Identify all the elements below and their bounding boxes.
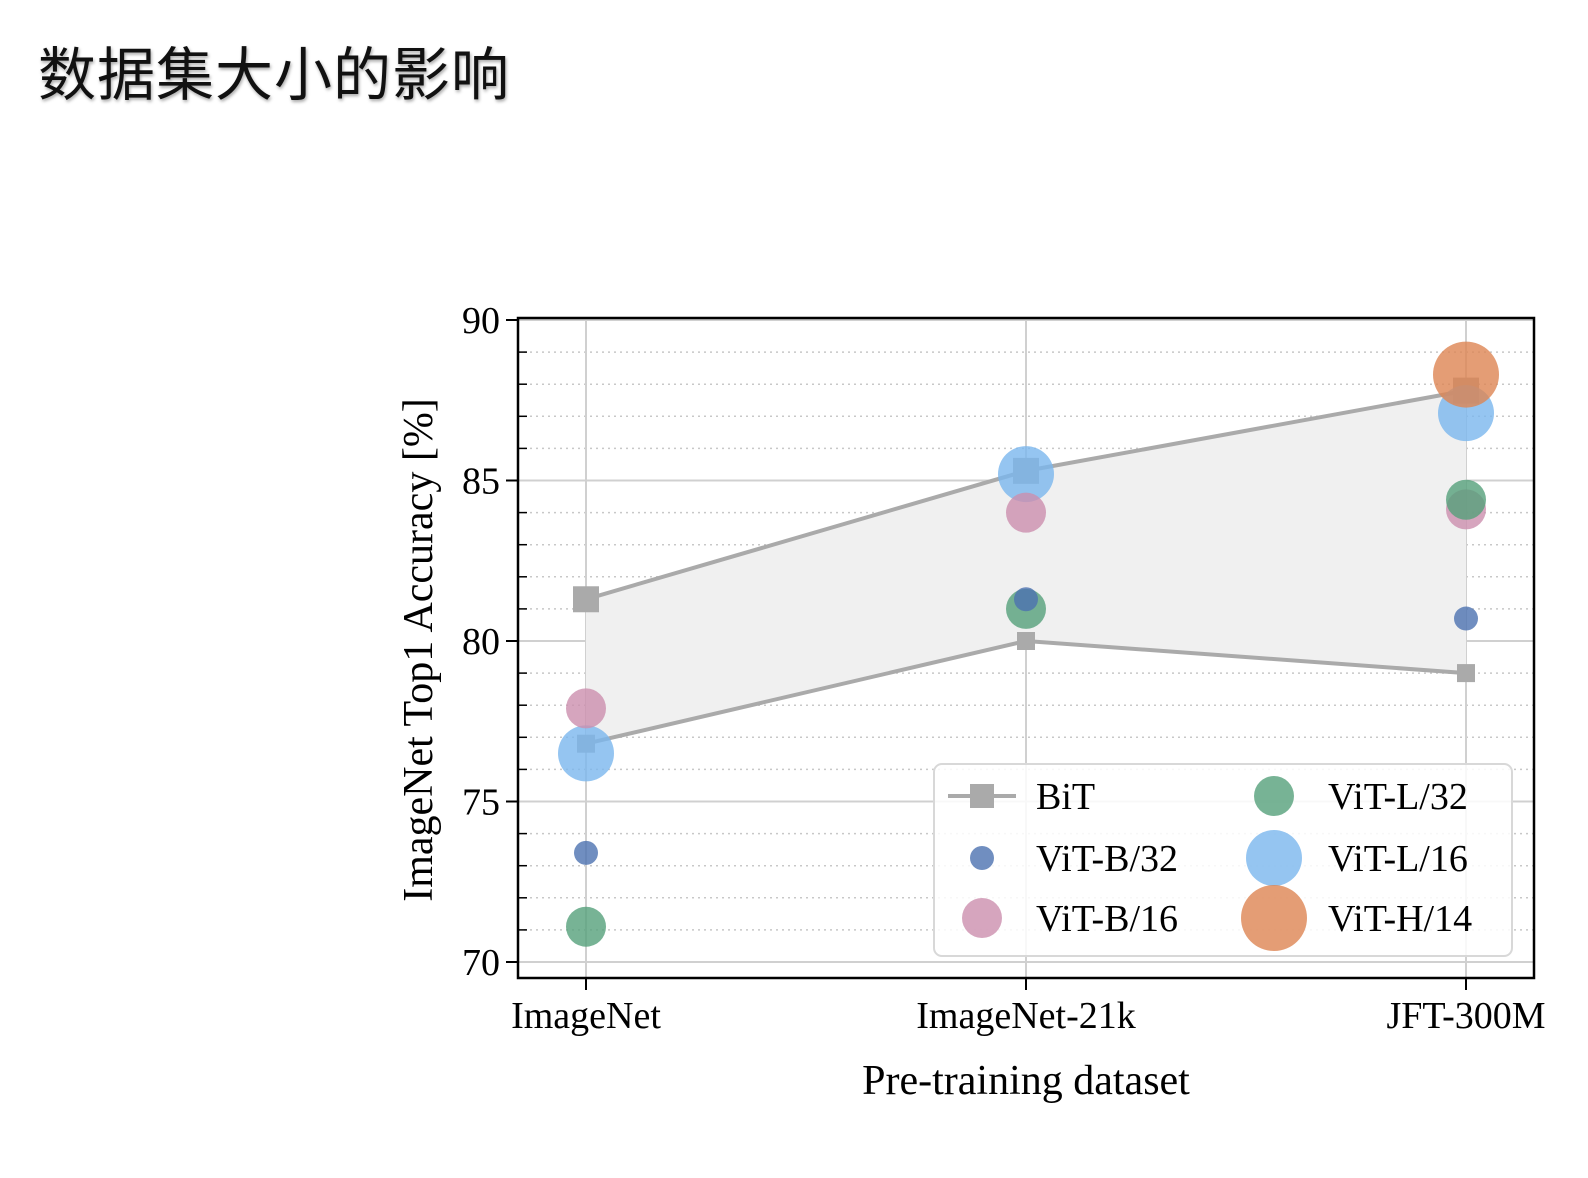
legend-label-vit-b-16: ViT-B/16 [1036,898,1178,940]
y-tick-label: 90 [462,300,500,342]
y-tick-label: 75 [462,782,500,824]
x-axis-label: Pre-training dataset [862,1058,1190,1104]
x-tick-label: JFT-300M [1386,995,1545,1037]
bit-lower-marker [1457,664,1475,683]
point-vit-l-16-0 [558,725,614,782]
point-vit-b-16-0 [566,688,606,729]
legend-label-vit-l-16: ViT-L/16 [1328,838,1468,880]
points-layer [558,341,1499,947]
bit-lower-marker [1017,632,1035,650]
y-tick-label: 70 [462,942,500,984]
legend-box [933,763,1513,957]
legend-marker-vit-b-16 [962,898,1002,938]
legend-label-vit-h-14: ViT-H/14 [1328,898,1472,940]
axes-layer: 70 75 80 85 90 ImageNet ImageNet-21k JFT-300M [462,300,1546,1037]
point-vit-b-16-1 [1006,492,1046,533]
y-tick-label: 80 [462,621,500,663]
legend: BiT ViT-B/32 ViT-B/16 ViT-L/32 ViT-L/16 ViT-H… [933,763,1513,957]
y-axis-label: ImageNet Top1 Accuracy [%] [396,398,442,902]
point-vit-b-32-0 [574,840,598,865]
legend-label-vit-b-32: ViT-B/32 [1036,838,1178,880]
point-vit-l-32-2 [1446,479,1486,520]
legend-label-vit-l-32: ViT-L/32 [1328,776,1468,818]
legend-marker-vit-b-32 [970,846,994,870]
legend-marker-vit-l-16 [1246,830,1302,886]
legend-marker-vit-h-14 [1241,885,1307,951]
point-vit-l-16-1 [998,446,1054,503]
legend-marker-vit-l-32 [1254,776,1294,816]
point-vit-l-32-0 [566,906,606,947]
slide-title: 数据集大小的影响 [38,41,511,109]
y-tick-label: 85 [462,461,500,503]
point-vit-h-14-2 [1433,341,1499,408]
point-vit-b-32-2 [1454,606,1478,631]
legend-bit-marker [970,784,994,808]
legend-label-bit: BiT [1036,776,1095,818]
point-vit-b-32-1 [1014,587,1038,612]
x-tick-label: ImageNet [511,995,661,1037]
x-tick-label: ImageNet-21k [916,995,1135,1037]
bit-upper-marker [573,586,599,613]
